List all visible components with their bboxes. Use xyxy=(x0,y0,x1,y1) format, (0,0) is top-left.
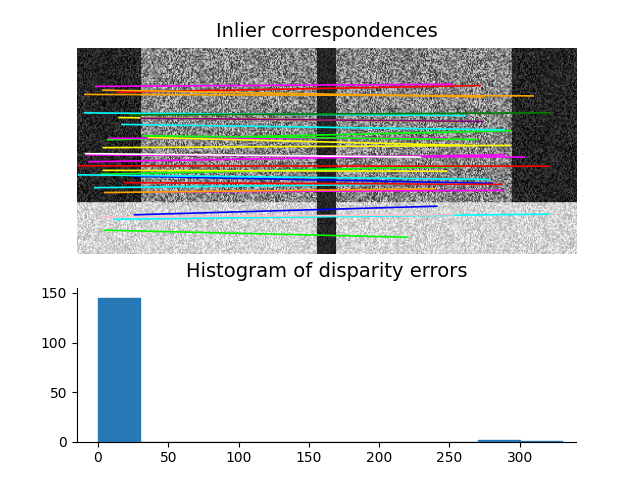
Bar xyxy=(520,441,562,442)
Title: Histogram of disparity errors: Histogram of disparity errors xyxy=(186,262,467,281)
Title: Inlier correspondences: Inlier correspondences xyxy=(216,22,437,41)
Bar xyxy=(98,298,140,442)
Bar xyxy=(477,440,520,442)
